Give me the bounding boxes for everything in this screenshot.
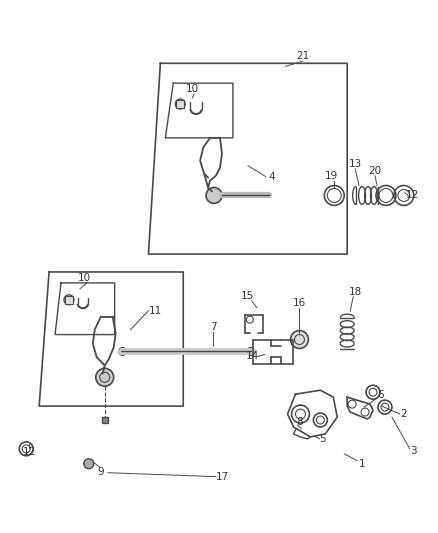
Text: 17: 17 <box>215 472 229 482</box>
Text: 20: 20 <box>368 166 381 175</box>
Circle shape <box>84 459 94 469</box>
Text: 4: 4 <box>268 172 275 182</box>
Circle shape <box>64 295 74 305</box>
Text: 18: 18 <box>349 287 362 297</box>
Text: 1: 1 <box>359 459 365 469</box>
Text: 13: 13 <box>349 159 362 168</box>
Text: 15: 15 <box>241 291 254 301</box>
Circle shape <box>290 330 308 349</box>
Bar <box>176 100 184 108</box>
Circle shape <box>206 188 222 204</box>
Circle shape <box>175 99 185 109</box>
Text: 3: 3 <box>410 446 417 456</box>
Text: 16: 16 <box>293 298 306 308</box>
Text: 8: 8 <box>296 417 303 427</box>
Circle shape <box>96 368 114 386</box>
Circle shape <box>119 348 127 356</box>
Bar <box>102 417 108 423</box>
Bar <box>65 296 73 304</box>
Circle shape <box>247 348 255 356</box>
Text: 10: 10 <box>186 84 199 94</box>
Text: 6: 6 <box>378 390 384 400</box>
Text: 9: 9 <box>97 467 104 477</box>
Text: 12: 12 <box>406 190 420 200</box>
Text: 10: 10 <box>78 273 92 283</box>
Text: 21: 21 <box>296 51 309 61</box>
Text: 12: 12 <box>23 447 36 457</box>
Text: 7: 7 <box>210 321 216 332</box>
Text: 19: 19 <box>325 171 338 181</box>
Text: 5: 5 <box>319 434 325 444</box>
Text: 2: 2 <box>400 409 407 419</box>
Text: 14: 14 <box>246 351 259 361</box>
Text: 11: 11 <box>149 306 162 316</box>
